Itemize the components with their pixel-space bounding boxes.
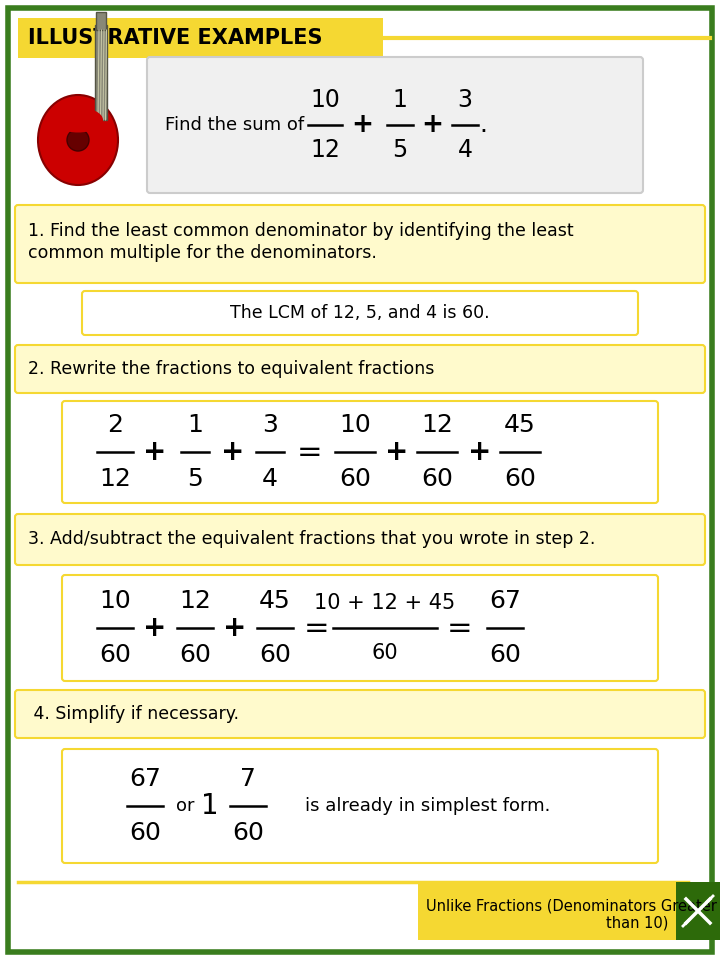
Text: 60: 60 [489, 643, 521, 667]
Text: 60: 60 [129, 821, 161, 845]
Text: 60: 60 [232, 821, 264, 845]
Text: 10: 10 [99, 589, 131, 613]
Ellipse shape [38, 95, 118, 185]
Text: 60: 60 [339, 467, 371, 491]
Text: common multiple for the denominators.: common multiple for the denominators. [28, 244, 377, 262]
Text: 1: 1 [392, 88, 408, 112]
Text: 12: 12 [99, 467, 131, 491]
Ellipse shape [67, 129, 89, 151]
Text: 5: 5 [392, 138, 408, 162]
Text: +: + [221, 438, 245, 466]
Text: is already in simplest form.: is already in simplest form. [305, 797, 550, 815]
Ellipse shape [53, 108, 103, 132]
Text: +: + [223, 614, 247, 642]
Text: 3. Add/subtract the equivalent fractions that you wrote in step 2.: 3. Add/subtract the equivalent fractions… [28, 531, 595, 548]
Text: 5: 5 [187, 467, 203, 491]
Text: 10 + 12 + 45: 10 + 12 + 45 [315, 593, 456, 613]
Text: 12: 12 [310, 138, 340, 162]
Text: or: or [176, 797, 194, 815]
Text: 45: 45 [504, 413, 536, 437]
Text: 60: 60 [504, 467, 536, 491]
Text: 4: 4 [457, 138, 472, 162]
Text: 60: 60 [421, 467, 453, 491]
Text: 10: 10 [339, 413, 371, 437]
FancyBboxPatch shape [15, 205, 705, 283]
Text: 3: 3 [262, 413, 278, 437]
Text: +: + [351, 112, 373, 138]
Text: 4: 4 [262, 467, 278, 491]
Text: 2. Rewrite the fractions to equivalent fractions: 2. Rewrite the fractions to equivalent f… [28, 360, 434, 378]
Bar [418, 882, 676, 940]
Text: 67: 67 [489, 589, 521, 613]
Text: =: = [297, 438, 323, 467]
Text: 10: 10 [310, 88, 340, 112]
Text: +: + [385, 438, 409, 466]
Text: than 10): than 10) [606, 916, 668, 930]
FancyBboxPatch shape [15, 514, 705, 565]
Bar [96, 12, 106, 30]
Text: 1: 1 [187, 413, 203, 437]
Text: The LCM of 12, 5, and 4 is 60.: The LCM of 12, 5, and 4 is 60. [230, 304, 490, 322]
Text: +: + [143, 438, 167, 466]
Text: 60: 60 [259, 643, 291, 667]
Text: 3: 3 [457, 88, 472, 112]
Text: ILLUSTRATIVE EXAMPLES: ILLUSTRATIVE EXAMPLES [28, 28, 323, 48]
FancyBboxPatch shape [15, 690, 705, 738]
Text: Find the sum of: Find the sum of [165, 116, 304, 134]
Text: =: = [447, 613, 473, 642]
Text: =: = [304, 613, 330, 642]
Text: 2: 2 [107, 413, 123, 437]
Text: 67: 67 [129, 767, 161, 791]
FancyBboxPatch shape [15, 345, 705, 393]
Text: 4. Simplify if necessary.: 4. Simplify if necessary. [28, 705, 239, 723]
Text: .: . [479, 113, 487, 137]
Text: 1: 1 [201, 792, 219, 820]
Text: Unlike Fractions (Denominators Greater: Unlike Fractions (Denominators Greater [426, 899, 717, 914]
FancyBboxPatch shape [62, 749, 658, 863]
Bar [95, 25, 107, 120]
Text: 45: 45 [259, 589, 291, 613]
FancyBboxPatch shape [82, 291, 638, 335]
Text: 60: 60 [99, 643, 131, 667]
Text: +: + [421, 112, 443, 138]
Text: 12: 12 [421, 413, 453, 437]
Text: 7: 7 [240, 767, 256, 791]
FancyBboxPatch shape [62, 575, 658, 681]
Text: +: + [468, 438, 492, 466]
Bar [18, 18, 383, 58]
Text: +: + [143, 614, 167, 642]
Text: 12: 12 [179, 589, 211, 613]
Text: 1. Find the least common denominator by identifying the least: 1. Find the least common denominator by … [28, 222, 574, 240]
FancyBboxPatch shape [62, 401, 658, 503]
Text: 60: 60 [372, 643, 398, 663]
Bar [676, 882, 720, 940]
Text: 60: 60 [179, 643, 211, 667]
FancyBboxPatch shape [147, 57, 643, 193]
